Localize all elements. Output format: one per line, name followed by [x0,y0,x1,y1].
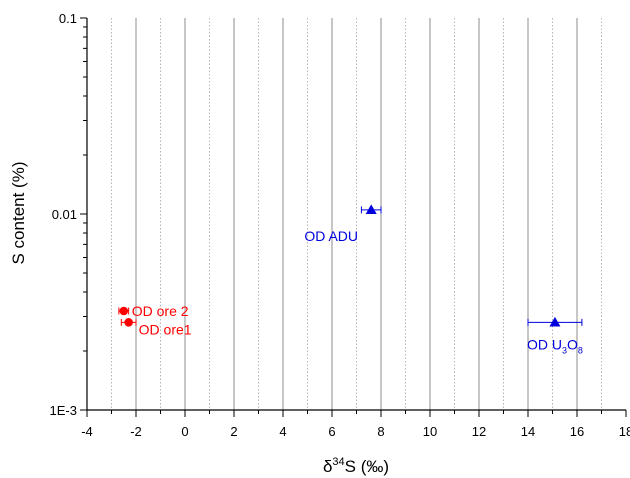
point-label-text: O [567,336,578,352]
point-label: OD U3O8 [527,336,583,355]
point-label-text: OD ore1 [139,321,192,337]
axis-ticks: -4 -2 0 2 4 6 8 10 12 14 16 18 1E-3 0.01 0.1 [50,11,630,439]
x-tick-label: 10 [423,424,437,439]
x-tick-label: 0 [181,424,188,439]
point-label: OD ore 2 [132,303,189,319]
x-tick-label: 4 [279,424,286,439]
data-point-triangle [365,204,377,214]
point-label-text: OD ore 2 [132,303,189,319]
x-tick-label: 12 [472,424,486,439]
x-axis-title: δ34S (‰) [323,456,389,476]
x-axis-title-rest: S (‰) [345,457,389,476]
point-label-text: OD ADU [304,228,358,244]
y-tick-label: 0.01 [52,207,77,222]
data-points [118,204,583,327]
x-tick-label: -4 [81,424,93,439]
x-tick-label: 18 [619,424,630,439]
x-axis-title-sup: 34 [332,456,344,468]
x-tick-label: 2 [230,424,237,439]
point-label-subscript: 3 [562,345,567,355]
data-point-circle [124,318,133,327]
y-tick-label: 0.1 [59,11,77,26]
x-tick-label: 8 [377,424,384,439]
x-tick-label: -2 [130,424,142,439]
data-point-triangle [549,316,561,327]
data-point-circle [119,306,129,316]
y-tick-label: 1E-3 [50,403,77,418]
point-label: OD ore1 [139,321,192,337]
x-axis-title-delta: δ [323,457,332,476]
point-label-text: OD U [527,336,562,352]
grid-lines [111,18,602,410]
point-label: OD ADU [304,228,358,244]
point-annotations: OD ore 2 OD ore1 OD ADU OD U3O8 [132,228,583,356]
point-label-subscript: 8 [578,345,583,355]
x-tick-label: 6 [328,424,335,439]
x-tick-label: 16 [570,424,584,439]
y-axis-title: S content (%) [9,162,28,265]
x-tick-label: 14 [521,424,535,439]
